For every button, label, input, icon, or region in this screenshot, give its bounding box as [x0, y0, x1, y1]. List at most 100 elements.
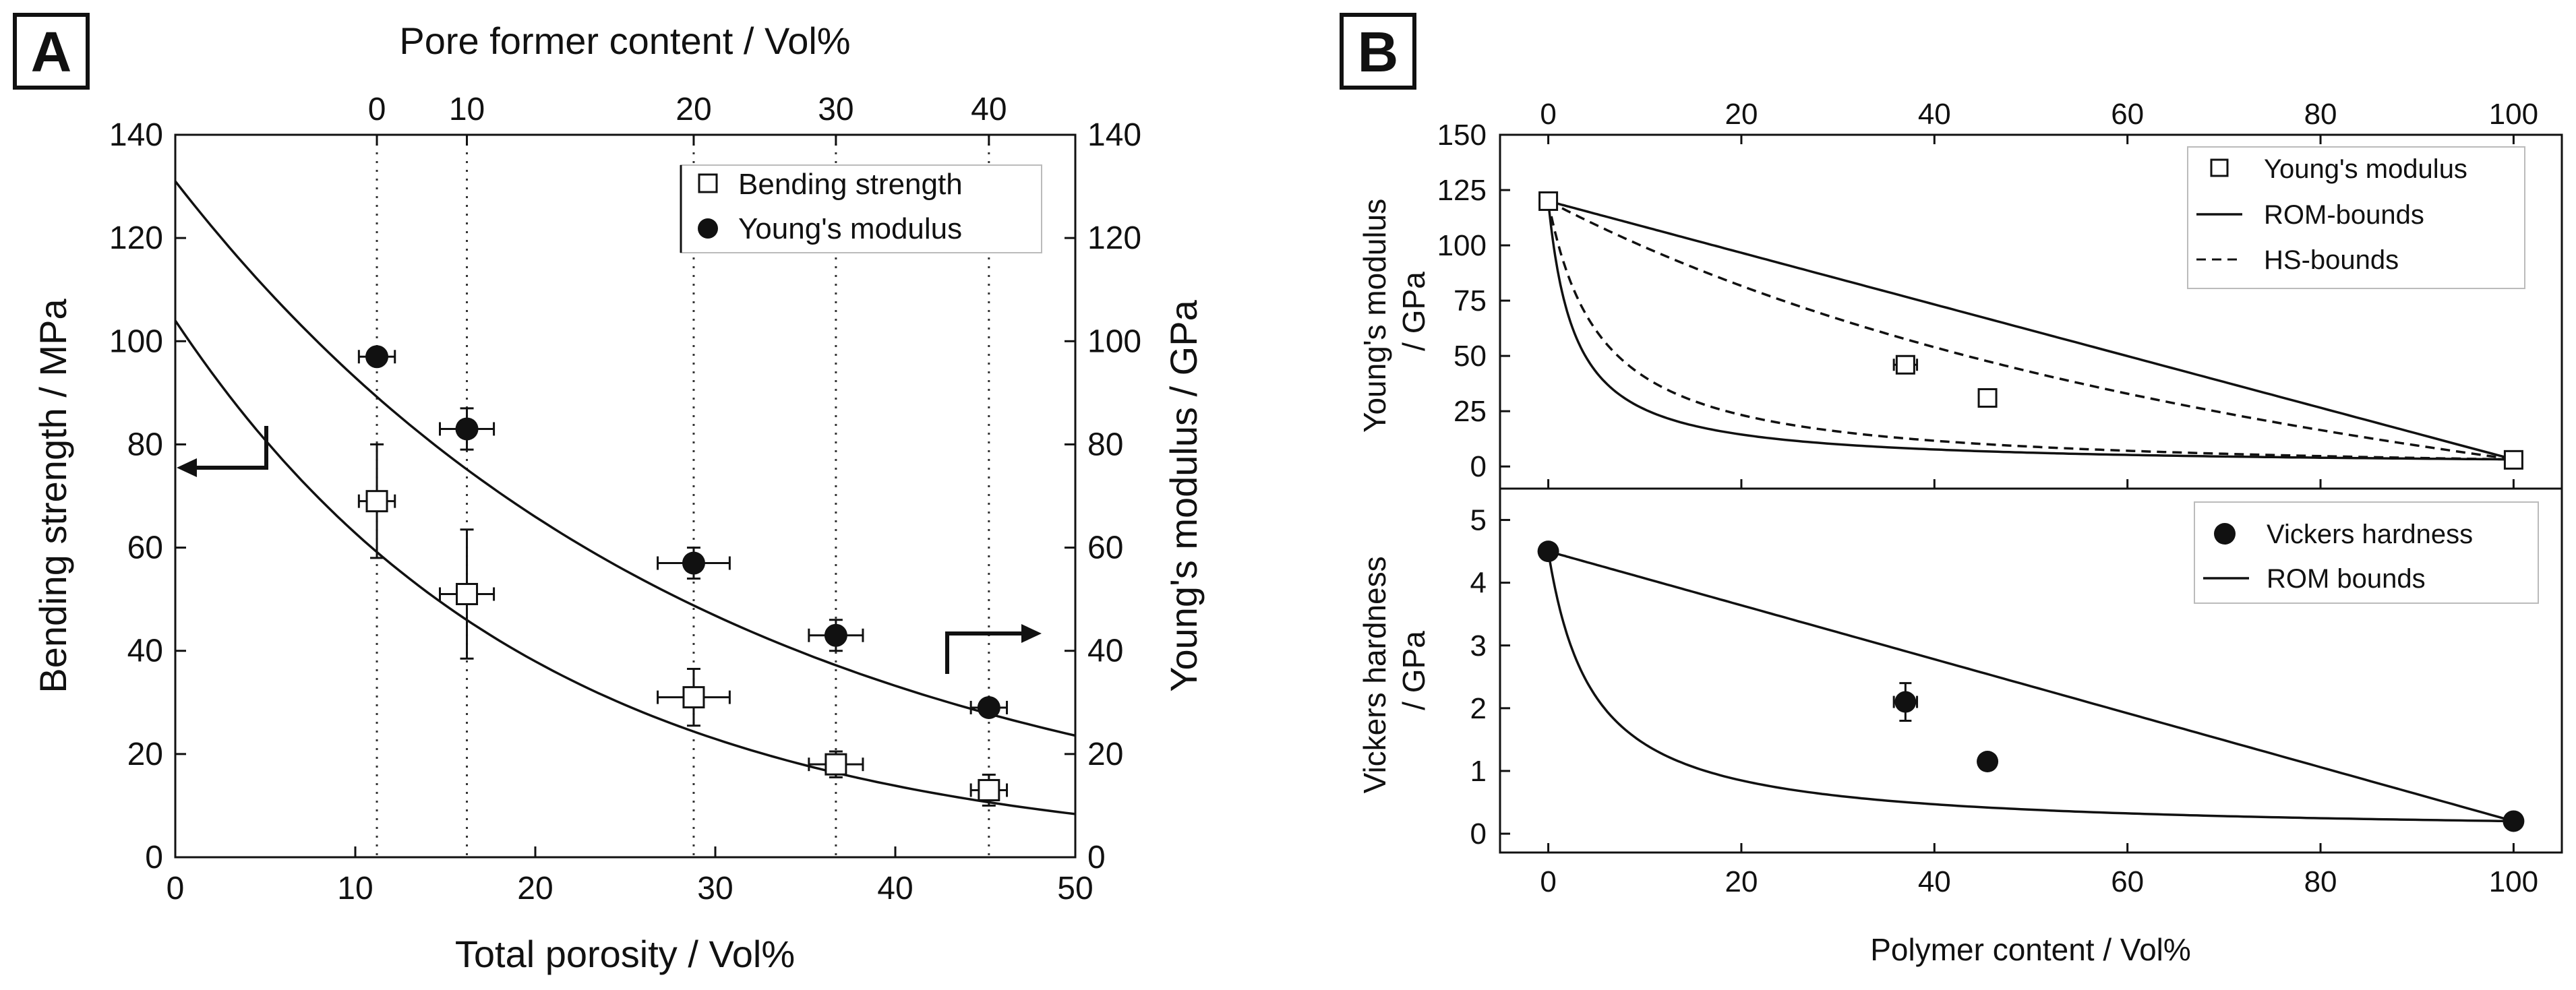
rom-lower-bound — [1547, 201, 2514, 461]
data-point — [969, 773, 1009, 807]
x-tick-label: 40 — [1918, 865, 1951, 898]
y2-tick-label: 120 — [1087, 220, 1141, 256]
panel-a-label: A — [31, 20, 72, 84]
x-tick-label: 80 — [2304, 865, 2337, 898]
x-tick-label: 30 — [697, 871, 733, 906]
chart-a-plot-frame — [174, 133, 1077, 859]
y-tick-label: 20 — [127, 737, 163, 772]
open-square-marker — [365, 490, 388, 513]
x2-tick-label: 0 — [1540, 98, 1556, 131]
x2-tick-label: 20 — [676, 92, 711, 127]
open-square-marker — [1977, 388, 1998, 408]
chart-b-top-legend-entry-0: Young's modulus — [2264, 154, 2467, 184]
chart-a-legend-entry-0: Bending strength — [738, 168, 963, 201]
filled-circle-marker — [977, 695, 1000, 719]
y-tick-label: 75 — [1454, 284, 1487, 317]
x-tick-label: 100 — [2489, 865, 2538, 898]
y2-tick-label: 20 — [1087, 737, 1123, 772]
y-tick-label: 140 — [109, 117, 163, 153]
data-point — [1538, 191, 1559, 211]
y2-tick-label: 0 — [1087, 840, 1106, 875]
chart-b-top-legend-entry-2: HS-bounds — [2264, 245, 2399, 275]
x-tick-label: 10 — [337, 871, 373, 906]
rom-upper-bound — [1548, 199, 2514, 461]
open-square-marker — [825, 753, 847, 776]
open-square-marker — [1895, 354, 1915, 375]
chart-a-marks — [357, 345, 1009, 807]
y-tick-label: 0 — [1470, 450, 1487, 483]
data-point — [2503, 810, 2525, 832]
x2-tick-label: 40 — [1918, 98, 1951, 131]
y-tick-label: 100 — [109, 323, 163, 359]
chart-b-bottom-frame — [1499, 487, 2563, 854]
y-tick-label: 3 — [1470, 629, 1487, 662]
left-axis-arrow-icon — [177, 426, 268, 477]
chart-b-bottom-ylabel: Vickers hardness / GPa — [1357, 548, 1431, 794]
y-tick-label: 50 — [1454, 340, 1487, 373]
data-point — [1537, 540, 1559, 563]
chart-b-bottom-marks — [1537, 540, 2525, 832]
x2-tick-label: 20 — [1725, 98, 1758, 131]
y-tick-label: 25 — [1454, 395, 1487, 428]
panel-b-label: B — [1358, 20, 1399, 84]
hs-upper-bound — [1547, 199, 2514, 461]
chart-b-bottom-ticks: 0 20 40 60 80 100 0 1 2 3 4 5 — [1470, 504, 2539, 898]
panel-b-label-box: B — [1340, 13, 1416, 90]
x2-tick-label: 40 — [971, 92, 1007, 127]
x-tick-label: 60 — [2111, 865, 2144, 898]
chart-b-bottom-bounds — [1547, 550, 2514, 823]
y-tick-label: 40 — [127, 633, 163, 669]
open-square-marker — [682, 686, 705, 709]
chart-b-top-marks — [1538, 191, 2523, 470]
y-tick-label: 5 — [1470, 504, 1487, 537]
x2-tick-label: 60 — [2111, 98, 2144, 131]
data-point — [1977, 751, 1999, 772]
rom-lower-bound — [1547, 551, 2514, 823]
x-tick-label: 50 — [1057, 871, 1093, 906]
data-point — [969, 695, 1009, 719]
legend-open-square-icon — [698, 173, 718, 193]
hs-lower-bound — [1547, 201, 2514, 461]
y2-tick-label: 140 — [1087, 117, 1141, 153]
data-point — [1892, 354, 1919, 375]
chart-b-bottom-legend: Vickers hardness ROM bounds — [2194, 501, 2539, 604]
chart-a-ylabel: Bending strength / MPa — [32, 299, 74, 693]
fit-curve-0 — [174, 319, 1076, 815]
chart-b-bottom-legend-entry-0: Vickers hardness — [2267, 520, 2473, 549]
y-tick-label: 0 — [1470, 817, 1487, 850]
legend-filled-circle-icon — [698, 218, 718, 239]
data-point — [357, 345, 396, 369]
filled-circle-marker — [2503, 810, 2525, 832]
y2-tick-label: 60 — [1087, 530, 1123, 566]
y-tick-label: 150 — [1437, 119, 1487, 152]
filled-circle-marker — [682, 551, 705, 575]
x2-tick-label: 30 — [818, 92, 853, 127]
chart-b-bottom-legend-entry-1: ROM bounds — [2267, 564, 2426, 594]
panel-a-label-box: A — [13, 13, 90, 90]
open-square-marker — [2503, 450, 2523, 470]
x2-tick-label: 100 — [2489, 98, 2538, 131]
chart-b-xlabel: Polymer content / Vol% — [1870, 932, 2191, 967]
chart-b-top-ticks: 0 20 40 60 80 100 0 25 50 75 100 125 150 — [1437, 98, 2538, 489]
y2-tick-label: 80 — [1087, 427, 1123, 462]
x-tick-label: 40 — [877, 871, 913, 906]
filled-circle-marker — [455, 417, 479, 441]
open-square-marker — [456, 582, 479, 605]
filled-circle-marker — [1537, 540, 1559, 563]
y-tick-label: 1 — [1470, 755, 1487, 788]
data-point — [808, 619, 864, 652]
x-tick-label: 20 — [517, 871, 553, 906]
filled-circle-marker — [365, 345, 389, 369]
y-tick-label: 120 — [109, 220, 163, 256]
chart-a-fits — [174, 180, 1076, 815]
legend-open-square-icon — [2210, 158, 2229, 177]
y2-tick-label: 40 — [1087, 633, 1123, 669]
y-tick-label: 4 — [1470, 567, 1487, 600]
y2-tick-label: 100 — [1087, 323, 1141, 359]
x-tick-label: 20 — [1725, 865, 1758, 898]
y-tick-label: 80 — [127, 427, 163, 462]
x2-tick-label: 0 — [368, 92, 386, 127]
